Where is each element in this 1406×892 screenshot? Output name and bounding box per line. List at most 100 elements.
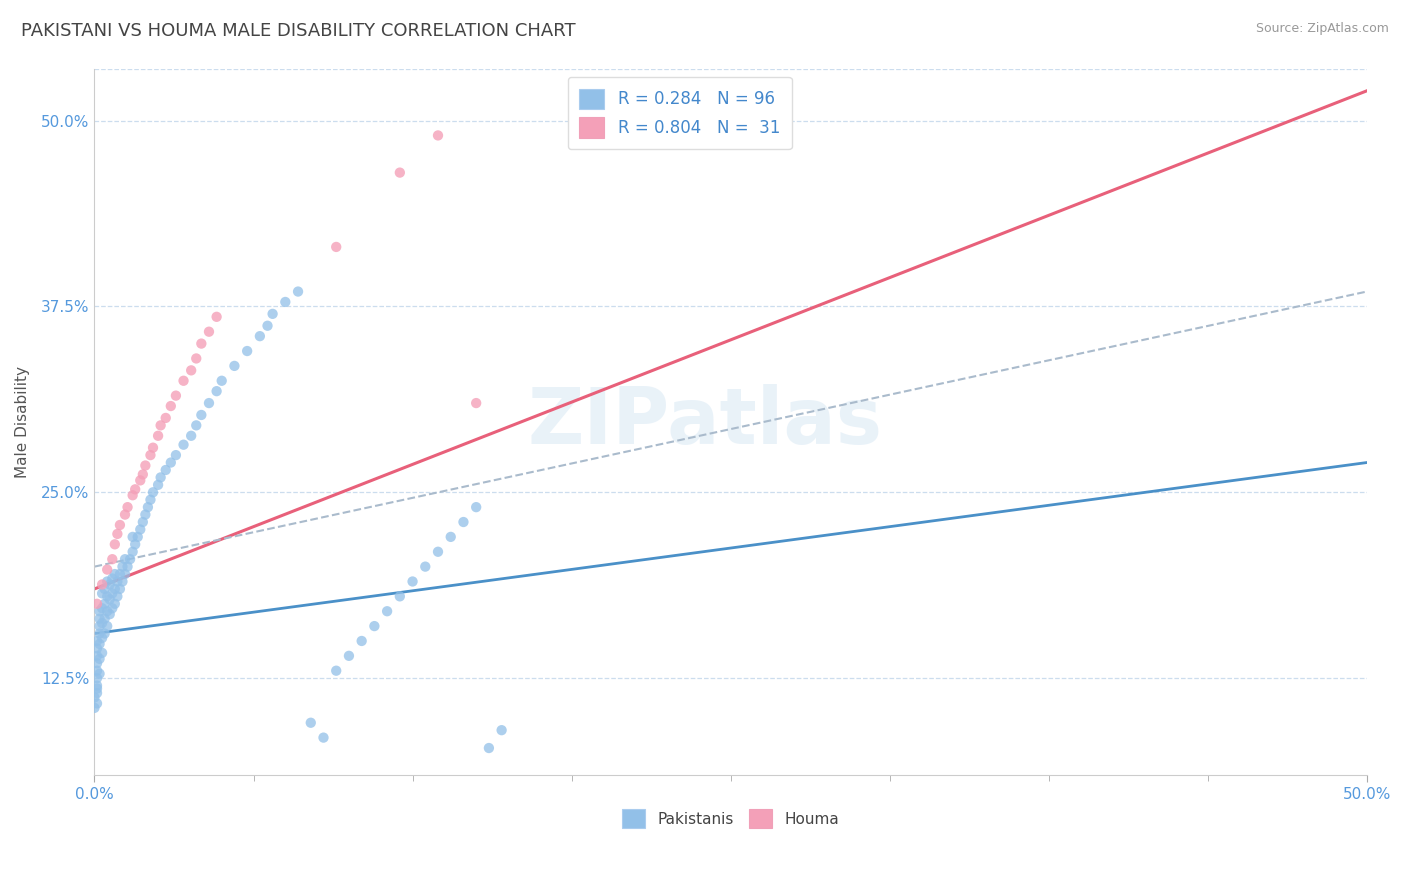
Point (121, 545, 143, 559)
Point (256, 318, 278, 333)
Point (124, 537, 146, 551)
Point (350, 634, 373, 648)
Point (146, 478, 169, 492)
Point (146, 429, 169, 443)
Point (159, 399, 181, 413)
Point (198, 396, 221, 410)
Point (149, 470, 172, 484)
Point (139, 492, 162, 507)
Point (91, 631, 114, 645)
Point (86, 634, 108, 648)
Point (101, 572, 124, 586)
Point (89, 637, 111, 651)
Point (136, 500, 159, 515)
Point (89, 652, 111, 666)
Point (134, 458, 156, 473)
Point (114, 552, 136, 566)
Point (127, 530, 149, 544)
Point (86, 648, 108, 663)
Point (114, 508, 136, 522)
Point (205, 384, 228, 399)
Point (142, 485, 165, 500)
Point (89, 619, 111, 633)
Point (108, 518, 131, 533)
Point (205, 310, 228, 324)
Point (93, 612, 115, 626)
Point (491, 723, 513, 738)
Point (149, 418, 172, 433)
Point (89, 666, 111, 681)
Point (465, 396, 488, 410)
Point (91, 616, 114, 631)
Point (108, 567, 131, 582)
Point (86, 671, 108, 685)
Point (180, 429, 202, 443)
Point (89, 626, 111, 640)
Point (101, 601, 124, 615)
Point (211, 374, 233, 388)
Point (388, 165, 411, 179)
Point (93, 626, 115, 640)
Point (325, 240, 347, 254)
Point (413, 559, 436, 574)
Point (93, 582, 115, 596)
Point (299, 715, 322, 730)
Point (96, 619, 118, 633)
Point (108, 582, 131, 596)
Point (129, 523, 152, 537)
Text: Source: ZipAtlas.com: Source: ZipAtlas.com (1256, 22, 1389, 36)
Point (121, 488, 143, 502)
Point (180, 363, 202, 377)
Point (190, 336, 212, 351)
Point (453, 515, 475, 529)
Point (132, 515, 155, 529)
Point (440, 530, 463, 544)
Point (86, 657, 108, 671)
Point (236, 344, 259, 359)
Point (86, 641, 108, 656)
Point (86, 679, 108, 693)
Point (91, 601, 114, 615)
Point (388, 590, 411, 604)
Point (98, 592, 121, 607)
Point (337, 648, 360, 663)
Point (129, 474, 152, 488)
Point (101, 586, 124, 600)
Point (173, 374, 195, 388)
Point (375, 604, 398, 618)
Point (249, 329, 271, 343)
Point (96, 590, 118, 604)
Point (86, 686, 108, 700)
Point (124, 483, 146, 497)
Point (98, 607, 121, 622)
Y-axis label: Male Disability: Male Disability (15, 366, 30, 477)
Legend: Pakistanis, Houma: Pakistanis, Houma (616, 804, 845, 834)
Point (325, 664, 347, 678)
Point (83, 701, 105, 715)
Point (104, 582, 127, 596)
Point (96, 604, 118, 618)
Point (105, 590, 128, 604)
Point (89, 612, 111, 626)
Point (91, 577, 114, 591)
Point (101, 552, 124, 566)
Point (155, 411, 177, 425)
Point (478, 741, 501, 756)
Point (186, 418, 208, 433)
Point (155, 463, 177, 477)
Point (104, 537, 127, 551)
Point (312, 731, 335, 745)
Point (121, 530, 143, 544)
Point (91, 646, 114, 660)
Point (134, 508, 156, 522)
Point (105, 574, 128, 589)
Point (91, 586, 114, 600)
Point (165, 389, 187, 403)
Point (117, 500, 139, 515)
Point (117, 559, 139, 574)
Point (111, 574, 134, 589)
Point (224, 359, 246, 373)
Point (190, 408, 212, 422)
Point (104, 567, 127, 582)
Point (262, 307, 284, 321)
